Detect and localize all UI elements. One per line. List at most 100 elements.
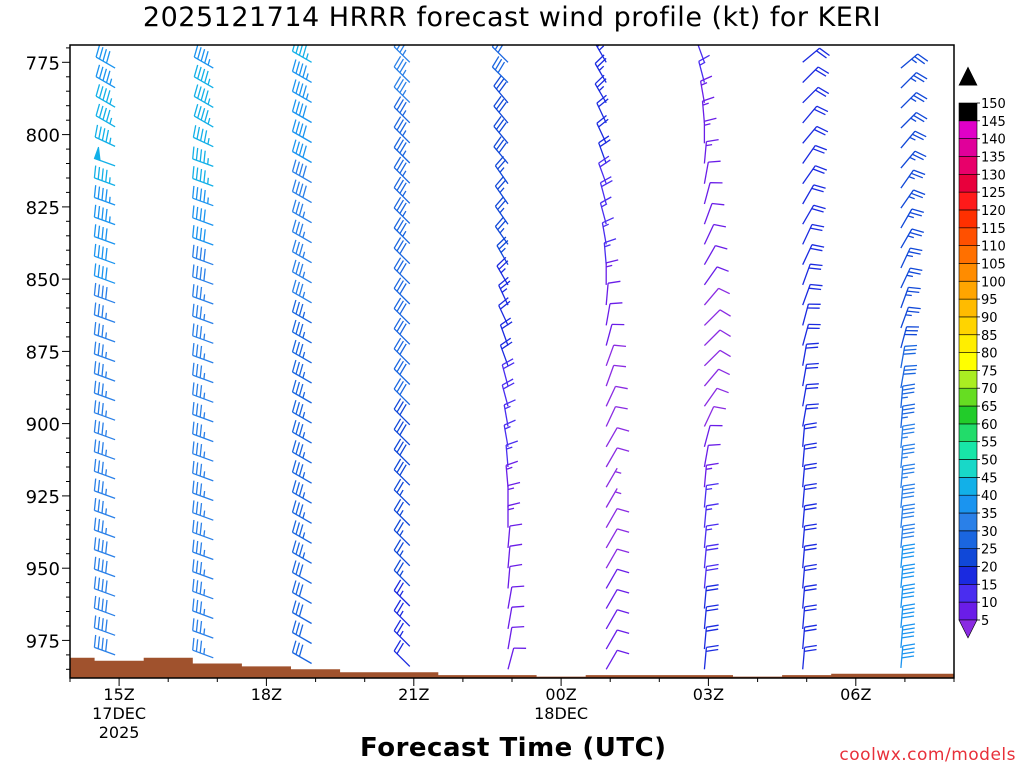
- wind-barbs: [93, 45, 929, 670]
- colorbar-swatch: [958, 280, 978, 300]
- barb-full: [498, 101, 507, 113]
- barb-full: [910, 172, 924, 179]
- barb-full: [95, 84, 101, 97]
- barb-full: [494, 45, 499, 50]
- barb-full: [291, 359, 297, 373]
- wind-barb: [93, 458, 116, 480]
- barb-full: [192, 480, 195, 494]
- barb-full: [192, 500, 195, 513]
- barb-full: [399, 222, 407, 235]
- barb-full: [804, 644, 817, 649]
- colorbar-label: 130: [981, 168, 1006, 183]
- wind-barb: [192, 500, 214, 521]
- barb-staff: [605, 629, 618, 650]
- barb-full: [192, 264, 195, 277]
- wind-barb: [507, 523, 523, 548]
- credit-link[interactable]: coolwx.com/models: [839, 745, 1016, 765]
- barb-staff: [605, 609, 618, 630]
- barb-full: [298, 584, 304, 597]
- barb-staff: [507, 525, 511, 548]
- wind-barb: [598, 135, 611, 164]
- barb-full: [97, 558, 101, 571]
- barb-full: [203, 170, 206, 183]
- barb-full: [805, 387, 819, 390]
- barb-full: [93, 380, 97, 394]
- wind-barb: [192, 166, 214, 187]
- barb-half: [399, 610, 404, 617]
- barb-full: [298, 524, 304, 537]
- barb-full: [298, 263, 304, 276]
- barb-full: [902, 563, 916, 567]
- barb-half: [305, 73, 309, 80]
- barb-full: [302, 45, 307, 58]
- barb-full: [903, 372, 916, 375]
- barb-full: [105, 90, 111, 103]
- wind-barb: [393, 438, 411, 466]
- barb-full: [819, 47, 830, 57]
- barb-full: [298, 424, 304, 437]
- barb-full: [101, 285, 104, 299]
- wind-barb: [802, 462, 817, 488]
- wind-barb: [192, 598, 214, 620]
- barb-half: [203, 569, 206, 576]
- wind-barb: [491, 56, 509, 84]
- barb-full: [813, 128, 826, 136]
- barb-half: [910, 117, 917, 122]
- barb-full: [295, 301, 301, 315]
- barb-full: [199, 326, 203, 339]
- barb-full: [295, 642, 301, 655]
- barb-full: [396, 119, 404, 131]
- barb-full: [105, 541, 108, 554]
- barb-full: [295, 141, 301, 154]
- barb-full: [298, 183, 304, 196]
- barb-full: [393, 418, 402, 430]
- wind-barb: [192, 125, 214, 148]
- barb-half: [302, 351, 306, 359]
- colorbar-label: 110: [981, 240, 1006, 255]
- colorbar-swatch: [958, 405, 978, 425]
- barb-full: [199, 581, 203, 595]
- barb-full: [901, 451, 915, 455]
- barb-full: [708, 443, 721, 446]
- barb-full: [904, 344, 918, 347]
- barb-full: [298, 363, 304, 377]
- barb-full: [192, 185, 195, 199]
- wind-barb: [393, 237, 411, 265]
- barb-full: [505, 440, 519, 446]
- x-date-label: 18DEC: [534, 704, 588, 723]
- wind-barb: [393, 136, 411, 164]
- barb-full: [192, 637, 195, 651]
- barb-full: [399, 383, 407, 396]
- barb-full: [101, 344, 104, 357]
- barb-full: [295, 45, 300, 54]
- wind-barb: [596, 114, 609, 144]
- barb-half: [203, 412, 206, 419]
- barb-full: [93, 517, 97, 531]
- barb-full: [393, 539, 402, 551]
- barb-full: [804, 422, 817, 426]
- barb-full: [298, 143, 304, 156]
- barb-half: [909, 156, 916, 161]
- barb-half: [500, 247, 506, 253]
- y-tick-label: 875: [26, 342, 60, 363]
- wind-barb: [291, 179, 312, 204]
- barb-full: [499, 300, 511, 310]
- barb-full: [706, 644, 719, 649]
- barb-full: [815, 144, 828, 151]
- barb-full: [498, 240, 509, 250]
- wind-barb: [291, 259, 312, 284]
- barb-half: [601, 203, 608, 208]
- barb-full: [199, 247, 203, 260]
- barb-full: [396, 58, 404, 71]
- barb-half: [910, 97, 917, 102]
- barb-full: [295, 402, 301, 415]
- barb-full: [93, 243, 97, 257]
- barb-full: [804, 462, 817, 466]
- wind-barb: [505, 440, 519, 468]
- barb-full: [195, 305, 199, 318]
- wind-barb: [192, 343, 214, 364]
- barb-full: [93, 341, 97, 355]
- barb-half: [203, 451, 206, 458]
- barb-full: [295, 281, 301, 294]
- wind-barb: [193, 45, 214, 69]
